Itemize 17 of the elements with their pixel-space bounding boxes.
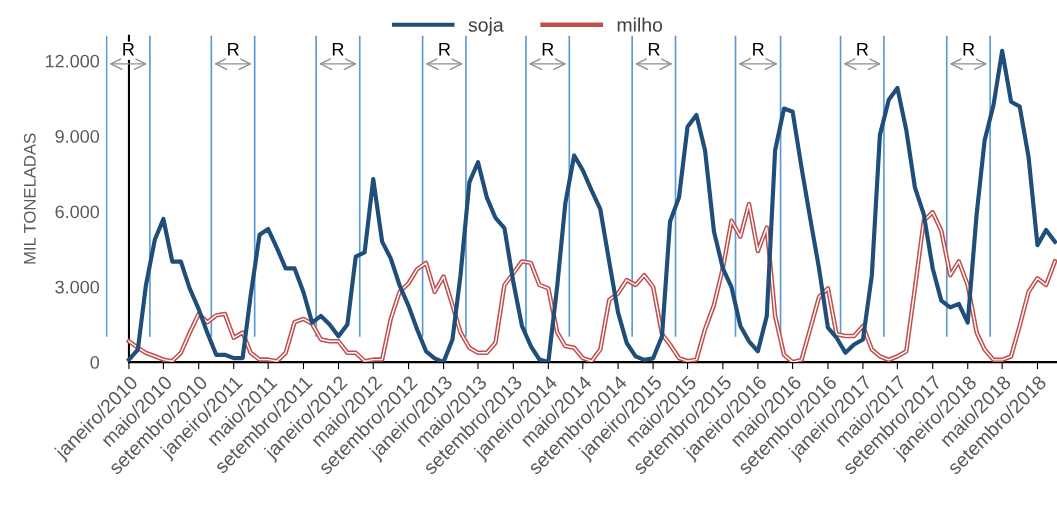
annotation: R xyxy=(648,43,660,56)
annotation: R xyxy=(123,43,135,56)
y-tick-label: 3.000 xyxy=(55,280,100,294)
y-tick-label: 0 xyxy=(90,356,100,369)
annotation: R xyxy=(332,43,344,56)
annotation: R xyxy=(228,43,239,56)
legend-label: soja xyxy=(468,17,504,36)
annotation: R xyxy=(542,43,554,56)
legend-label: milho xyxy=(617,17,663,32)
y-tick-label: 6.000 xyxy=(55,205,100,219)
annotation: R xyxy=(753,43,764,56)
y-tick-label: 9.000 xyxy=(55,130,100,143)
y-tick-label: 12.000 xyxy=(45,54,100,68)
annotation: R xyxy=(857,43,869,56)
y-axis-title: MIL TONELADAS xyxy=(23,133,36,264)
annotation: R xyxy=(963,43,975,56)
annotation: R xyxy=(439,43,451,56)
